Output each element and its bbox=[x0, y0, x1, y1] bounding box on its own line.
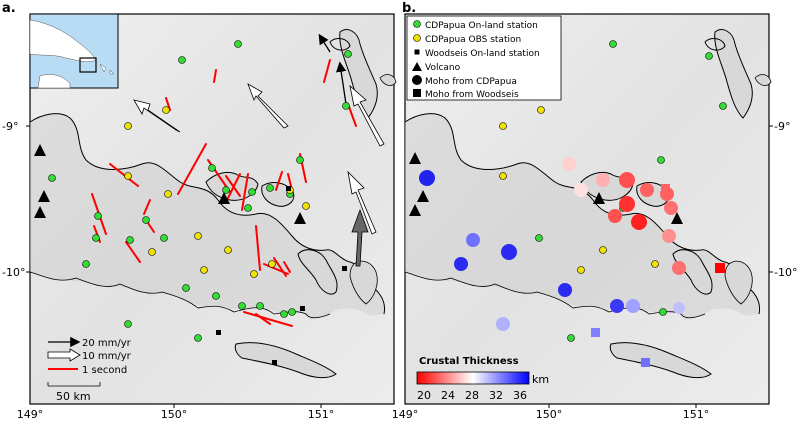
legend-item-woodseis: Woodseis On-land station bbox=[425, 49, 540, 59]
x-tick-a-149: 149° bbox=[17, 408, 44, 421]
y-tick-right-2: -10° bbox=[774, 266, 797, 279]
gps-vectors-white bbox=[133, 83, 385, 235]
legend-item-moho-cdpapua: Moho from CDPapua bbox=[425, 77, 517, 87]
splitting-fast-axes bbox=[91, 59, 357, 327]
scale-bar-label: 50 km bbox=[56, 390, 91, 403]
legend-item-10mm: 10 mm/yr bbox=[82, 351, 132, 362]
legend-a: 20 mm/yr 10 mm/yr 1 second 50 km bbox=[47, 336, 132, 403]
panel-b-label: b. bbox=[402, 1, 416, 16]
colorbar: Crustal Thickness km 20 24 28 32 36 bbox=[416, 356, 549, 402]
stations-cdpapua-obs-b bbox=[499, 106, 659, 274]
legend-item-moho-woodseis: Moho from Woodseis bbox=[425, 90, 519, 100]
x-tick-b-151: 151° bbox=[683, 408, 710, 421]
colorbar-unit: km bbox=[532, 373, 549, 386]
stations-cdpapua-obs bbox=[124, 106, 310, 278]
y-tick-left-1: -9° bbox=[2, 120, 18, 133]
x-tick-a-150: 150° bbox=[161, 408, 188, 421]
colorbar-tick-32: 32 bbox=[489, 389, 503, 402]
moho-woodseis bbox=[591, 184, 725, 367]
legend-item-volcano: Volcano bbox=[425, 63, 461, 73]
legend-b: CDPapua On-land station CDPapua OBS stat… bbox=[406, 15, 562, 101]
large-gps-vector bbox=[351, 208, 369, 267]
x-tick-b-150: 150° bbox=[536, 408, 563, 421]
legend-item-1s: 1 second bbox=[82, 365, 127, 376]
legend-item-cdpapua-obs: CDPapua OBS station bbox=[425, 35, 521, 45]
colorbar-tick-36: 36 bbox=[513, 389, 527, 402]
colorbar-title: Crustal Thickness bbox=[419, 356, 519, 367]
colorbar-tick-28: 28 bbox=[465, 389, 479, 402]
inset-map bbox=[29, 13, 119, 89]
stations-cdpapua-onland bbox=[48, 40, 352, 342]
x-tick-b-149: 149° bbox=[392, 408, 419, 421]
colorbar-ramp bbox=[416, 371, 530, 385]
panel-a-label: a. bbox=[2, 1, 16, 16]
legend-white-arrow bbox=[47, 348, 81, 362]
legend-item-20mm: 20 mm/yr bbox=[82, 338, 132, 349]
x-tick-a-151: 151° bbox=[308, 408, 335, 421]
colorbar-tick-20: 20 bbox=[417, 389, 431, 402]
gps-vectors-black bbox=[318, 33, 347, 105]
colorbar-tick-24: 24 bbox=[441, 389, 455, 402]
volcanoes-b bbox=[409, 152, 683, 224]
volcanoes bbox=[34, 144, 306, 224]
y-tick-left-2: -10° bbox=[2, 266, 25, 279]
panel-a-map: 20 mm/yr 10 mm/yr 1 second 50 km bbox=[26, 13, 397, 408]
legend-item-cdpapua-onland: CDPapua On-land station bbox=[425, 21, 538, 31]
stations-woodseis bbox=[216, 186, 347, 365]
panel-b-map: CDPapua On-land station CDPapua OBS stat… bbox=[404, 13, 773, 408]
y-tick-right-1: -9° bbox=[774, 120, 790, 133]
